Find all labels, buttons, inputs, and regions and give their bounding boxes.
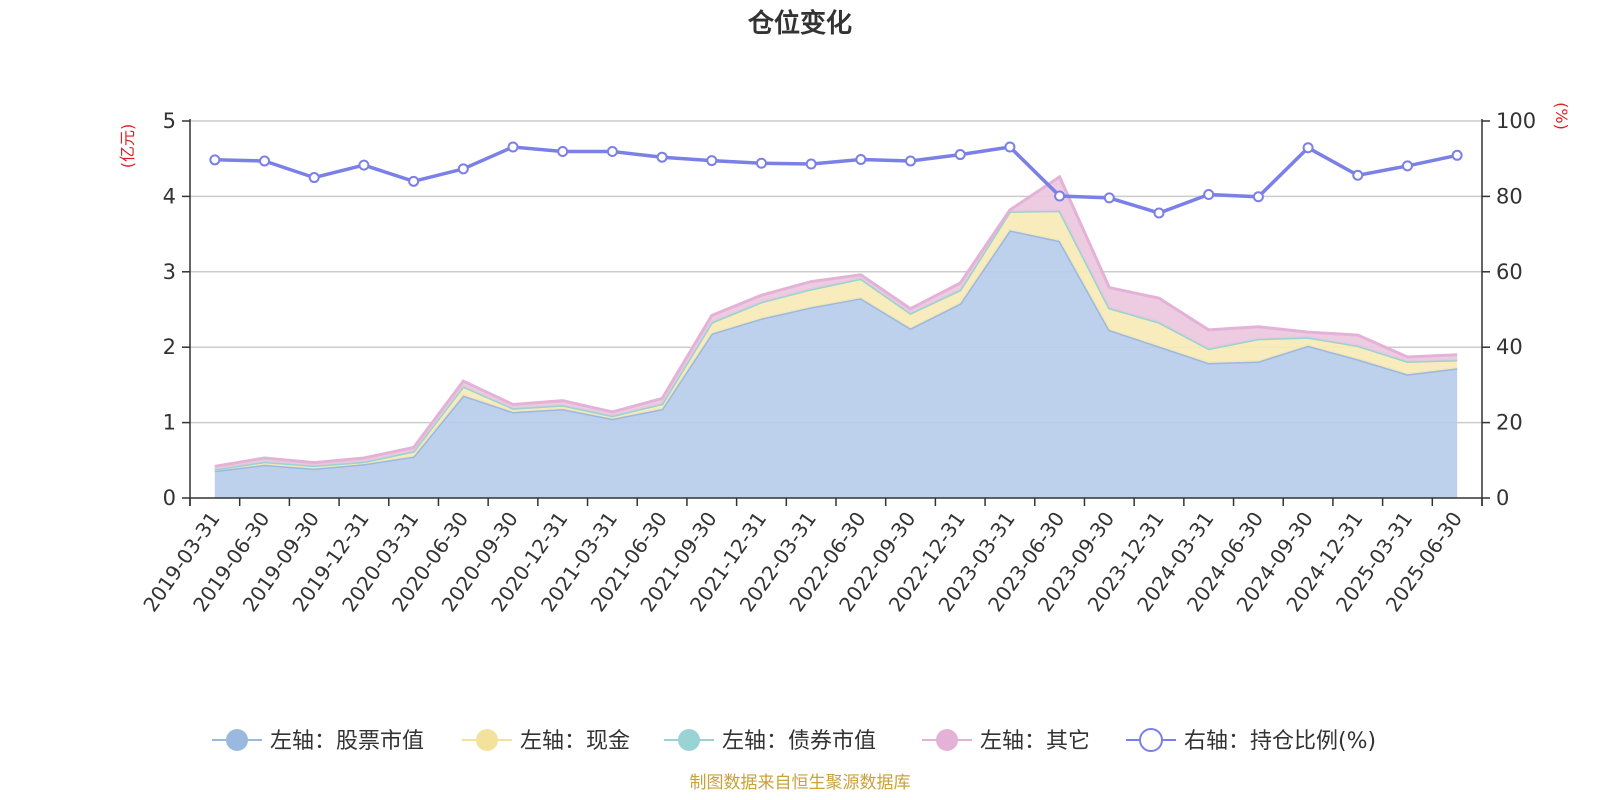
right-axis-tick-label: 40 <box>1496 335 1523 359</box>
position-ratio-line <box>209 141 1463 219</box>
left-axis-tick-label: 3 <box>163 260 176 284</box>
left-axis-tick-label: 4 <box>163 184 176 208</box>
ratio-line-point <box>706 155 718 167</box>
ratio-line-point <box>954 149 966 161</box>
legend-label: 左轴：债券市值 <box>722 729 876 754</box>
legend-marker <box>476 729 498 751</box>
area-左轴：股票市值 <box>214 230 1458 499</box>
ratio-line-point <box>209 154 221 166</box>
ratio-line-point <box>1252 191 1264 203</box>
ratio-line-point <box>755 157 767 169</box>
right-axis-unit: (%) <box>1552 102 1571 130</box>
ratio-line-point <box>805 158 817 170</box>
ratio-line-point <box>1302 142 1314 154</box>
chart-title: 仓位变化 <box>747 8 852 39</box>
legend-marker <box>226 729 248 751</box>
ratio-line-point <box>1352 169 1364 181</box>
ratio-line-point <box>1054 190 1066 202</box>
legend-label: 左轴：其它 <box>980 729 1090 754</box>
right-axis-tick-label: 100 <box>1496 109 1536 133</box>
right-axis-tick-label: 0 <box>1496 486 1509 510</box>
legend-marker <box>1139 728 1163 752</box>
right-axis-tick-label: 20 <box>1496 411 1523 435</box>
ratio-line-point <box>905 155 917 167</box>
left-axis-unit: (亿元) <box>118 124 137 169</box>
left-axis-tick-label: 2 <box>163 335 176 359</box>
legend-marker <box>678 729 700 751</box>
ratio-line-point <box>557 146 569 158</box>
ratio-line-point <box>457 163 469 175</box>
ratio-line-point <box>656 151 668 163</box>
ratio-line-point <box>1203 189 1215 201</box>
left-axis-tick-label: 5 <box>163 109 176 133</box>
source-note: 制图数据来自恒生聚源数据库 <box>690 773 911 793</box>
right-axis-tick-label: 80 <box>1496 184 1523 208</box>
legend-label: 右轴：持仓比例(%) <box>1184 729 1376 754</box>
ratio-line-point <box>259 155 271 167</box>
left-axis-tick-label: 0 <box>163 486 176 510</box>
legend-label: 左轴：现金 <box>520 729 630 754</box>
ratio-line-point <box>1401 160 1413 172</box>
ratio-line-point <box>507 141 519 153</box>
ratio-line-point <box>606 146 618 158</box>
legend-marker <box>936 729 958 751</box>
ratio-line-point <box>1103 192 1115 204</box>
area-edge-左轴：其它 <box>214 174 1458 468</box>
ratio-line-point <box>358 159 370 171</box>
ratio-line-point <box>855 153 867 165</box>
ratio-line-point <box>1451 149 1463 161</box>
ratio-line-path <box>214 145 1458 215</box>
legend-label: 左轴：股票市值 <box>270 729 424 754</box>
ratio-line-point <box>308 172 320 184</box>
right-axis-tick-label: 60 <box>1496 260 1523 284</box>
ratio-line-point <box>1004 141 1016 153</box>
ratio-line-point <box>408 175 420 187</box>
legend: 左轴：股票市值 左轴：现金 左轴：债券市值 左轴：其它 右轴：持仓比例(%) <box>212 728 1376 754</box>
ratio-line-point <box>1153 207 1165 219</box>
stacked-areas <box>214 174 1458 499</box>
left-axis-tick-label: 1 <box>163 411 176 435</box>
